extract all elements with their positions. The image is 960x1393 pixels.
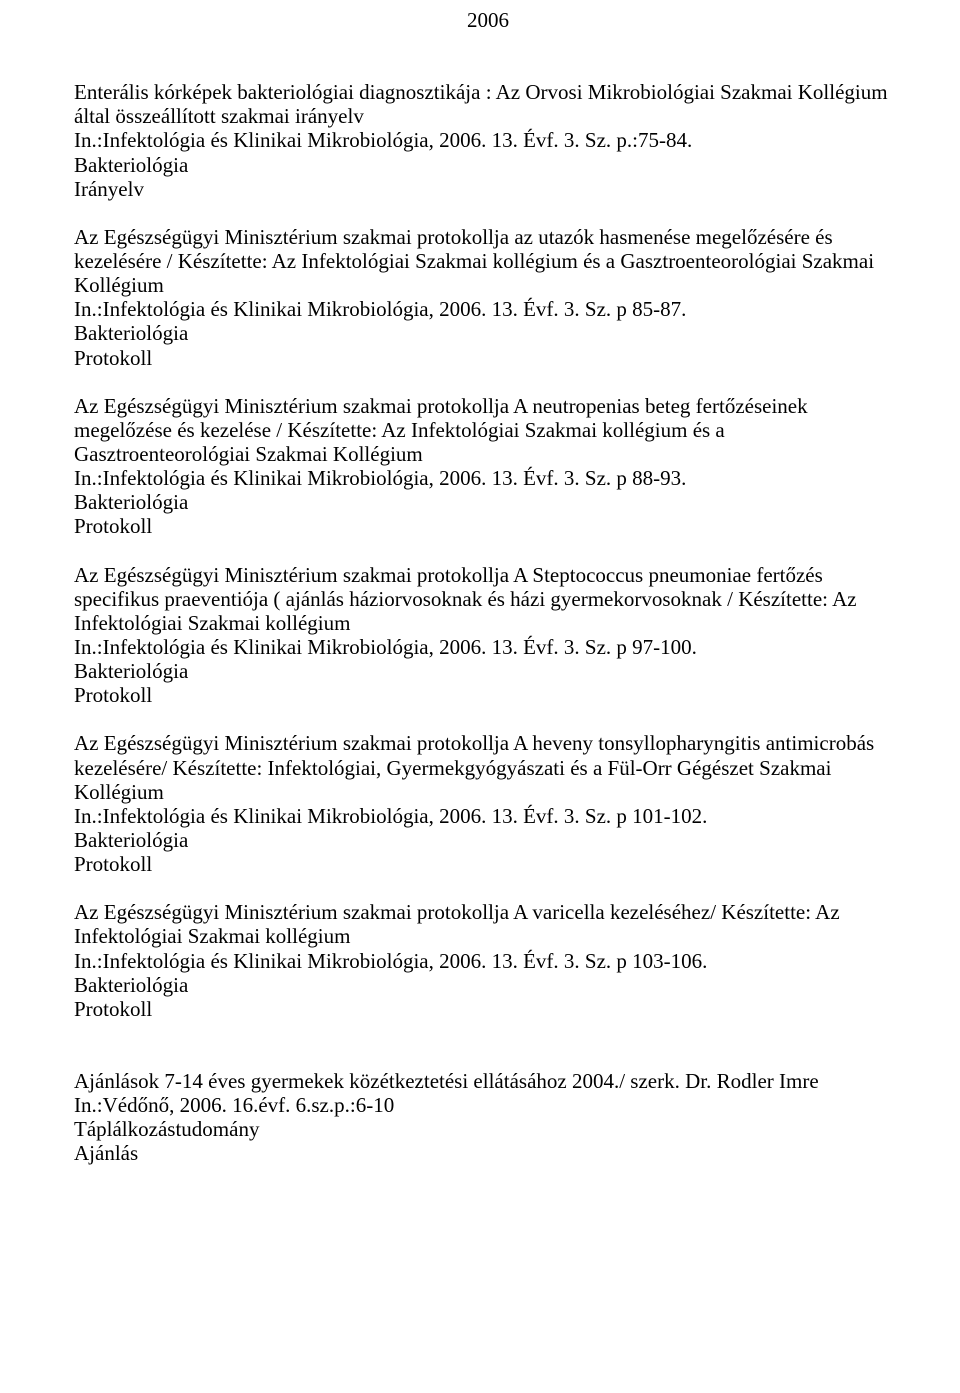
entry-tag-subject: Bakteriológia — [74, 659, 902, 683]
entry-source: In.:Védőnő, 2006. 16.évf. 6.sz.p.:6-10 — [74, 1093, 902, 1117]
entry-tag-type: Protokoll — [74, 346, 902, 370]
entry-title: Ajánlások 7-14 éves gyermekek közétkezte… — [74, 1069, 902, 1093]
bibliography-entry: Az Egészségügyi Minisztérium szakmai pro… — [74, 731, 902, 876]
entry-source: In.:Infektológia és Klinikai Mikrobiológ… — [74, 949, 902, 973]
bibliography-entry: Az Egészségügyi Minisztérium szakmai pro… — [74, 225, 902, 370]
entry-source: In.:Infektológia és Klinikai Mikrobiológ… — [74, 297, 902, 321]
bibliography-entry: Az Egészségügyi Minisztérium szakmai pro… — [74, 563, 902, 708]
entry-title: Az Egészségügyi Minisztérium szakmai pro… — [74, 563, 902, 635]
entry-tag-type: Irányelv — [74, 177, 902, 201]
bibliography-entry: Az Egészségügyi Minisztérium szakmai pro… — [74, 394, 902, 539]
entry-tag-type: Ajánlás — [74, 1141, 902, 1165]
entry-source: In.:Infektológia és Klinikai Mikrobiológ… — [74, 804, 902, 828]
bibliography-entry: Az Egészségügyi Minisztérium szakmai pro… — [74, 900, 902, 1021]
entry-tag-type: Protokoll — [74, 997, 902, 1021]
section-gap — [74, 1045, 902, 1069]
entry-tag-type: Protokoll — [74, 683, 902, 707]
entry-title: Az Egészségügyi Minisztérium szakmai pro… — [74, 394, 902, 466]
document-page: 2006 Enterális kórképek bakteriológiai d… — [0, 0, 960, 1393]
entry-tag-type: Protokoll — [74, 514, 902, 538]
entry-tag-subject: Bakteriológia — [74, 973, 902, 997]
year-heading: 2006 — [74, 8, 902, 32]
entry-tag-subject: Bakteriológia — [74, 153, 902, 177]
entry-tag-subject: Bakteriológia — [74, 828, 902, 852]
entry-source: In.:Infektológia és Klinikai Mikrobiológ… — [74, 128, 902, 152]
entry-title: Enterális kórképek bakteriológiai diagno… — [74, 80, 902, 128]
entry-title: Az Egészségügyi Minisztérium szakmai pro… — [74, 731, 902, 803]
entry-title: Az Egészségügyi Minisztérium szakmai pro… — [74, 225, 902, 297]
entry-source: In.:Infektológia és Klinikai Mikrobiológ… — [74, 635, 902, 659]
entry-source: In.:Infektológia és Klinikai Mikrobiológ… — [74, 466, 902, 490]
entry-title: Az Egészségügyi Minisztérium szakmai pro… — [74, 900, 902, 948]
entry-tag-subject: Bakteriológia — [74, 490, 902, 514]
entry-tag-subject: Bakteriológia — [74, 321, 902, 345]
bibliography-entry: Enterális kórképek bakteriológiai diagno… — [74, 80, 902, 201]
bibliography-entry: Ajánlások 7-14 éves gyermekek közétkezte… — [74, 1069, 902, 1166]
entry-tag-subject: Táplálkozástudomány — [74, 1117, 902, 1141]
entry-tag-type: Protokoll — [74, 852, 902, 876]
